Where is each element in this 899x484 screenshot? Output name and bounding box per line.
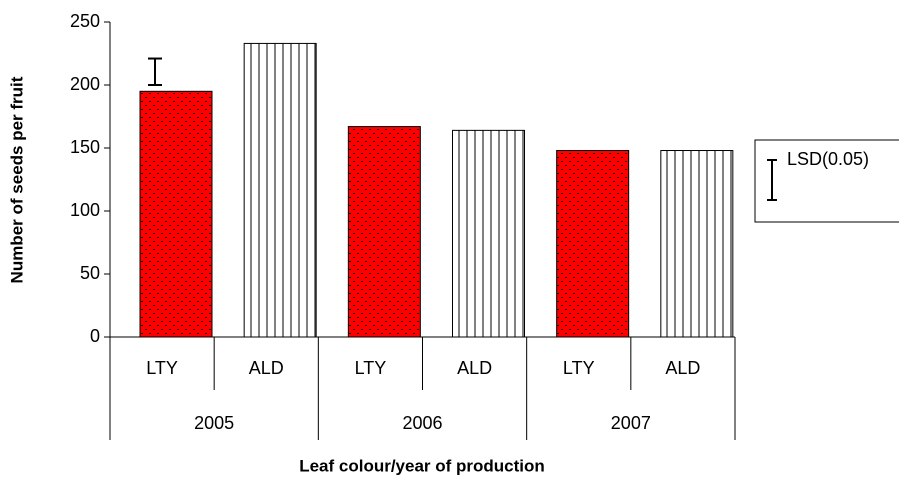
y-axis-label: Number of seeds per fruit bbox=[7, 76, 26, 283]
y-tick-label: 100 bbox=[70, 200, 100, 220]
x-axis-label: Leaf colour/year of production bbox=[299, 456, 545, 475]
y-tick-label: 250 bbox=[70, 11, 100, 31]
group-label: 2006 bbox=[402, 413, 442, 433]
bar bbox=[452, 129, 525, 338]
bar bbox=[660, 150, 734, 338]
x-tick-label: LTY bbox=[563, 358, 595, 378]
bar bbox=[139, 90, 213, 338]
bar bbox=[556, 150, 630, 338]
y-tick-label: 0 bbox=[90, 326, 100, 346]
group-label: 2005 bbox=[194, 413, 234, 433]
legend-label: LSD(0.05) bbox=[787, 149, 869, 169]
group-label: 2007 bbox=[611, 413, 651, 433]
x-tick-label: LTY bbox=[355, 358, 387, 378]
legend-box bbox=[754, 139, 899, 223]
x-tick-label: ALD bbox=[665, 358, 700, 378]
x-tick-label: LTY bbox=[146, 358, 178, 378]
y-tick-label: 50 bbox=[80, 263, 100, 283]
bar bbox=[347, 126, 421, 338]
y-tick-label: 200 bbox=[70, 74, 100, 94]
x-tick-label: ALD bbox=[249, 358, 284, 378]
x-tick-label: ALD bbox=[457, 358, 492, 378]
y-tick-label: 150 bbox=[70, 137, 100, 157]
bar bbox=[243, 42, 317, 338]
